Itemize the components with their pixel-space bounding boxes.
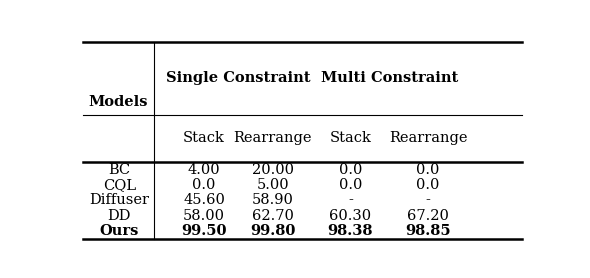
Text: 67.20: 67.20	[407, 209, 449, 223]
Text: Models: Models	[88, 95, 148, 109]
Text: 5.00: 5.00	[256, 178, 289, 192]
Text: 0.0: 0.0	[417, 163, 440, 177]
Text: Diffuser: Diffuser	[90, 193, 149, 207]
Text: Single Constraint: Single Constraint	[166, 71, 310, 85]
Text: -: -	[425, 193, 431, 207]
Text: 99.50: 99.50	[181, 224, 227, 238]
Text: 98.38: 98.38	[327, 224, 373, 238]
Text: DD: DD	[108, 209, 131, 223]
Text: 58.90: 58.90	[252, 193, 294, 207]
Text: 98.85: 98.85	[405, 224, 451, 238]
Text: 20.00: 20.00	[252, 163, 294, 177]
Text: 4.00: 4.00	[188, 163, 221, 177]
Text: 0.0: 0.0	[417, 178, 440, 192]
Text: 58.00: 58.00	[183, 209, 225, 223]
Text: Multi Constraint: Multi Constraint	[320, 71, 458, 85]
Text: 45.60: 45.60	[183, 193, 225, 207]
Text: 0.0: 0.0	[339, 163, 362, 177]
Text: 62.70: 62.70	[252, 209, 294, 223]
Text: Stack: Stack	[329, 131, 371, 145]
Text: 99.80: 99.80	[250, 224, 296, 238]
Text: Rearrange: Rearrange	[234, 131, 312, 145]
Text: CQL: CQL	[103, 178, 136, 192]
Text: 0.0: 0.0	[339, 178, 362, 192]
Text: 0.0: 0.0	[192, 178, 216, 192]
Text: Stack: Stack	[183, 131, 225, 145]
Text: BC: BC	[109, 163, 130, 177]
Text: 60.30: 60.30	[329, 209, 372, 223]
Text: Rearrange: Rearrange	[389, 131, 467, 145]
Text: Ours: Ours	[100, 224, 139, 238]
Text: -: -	[348, 193, 353, 207]
